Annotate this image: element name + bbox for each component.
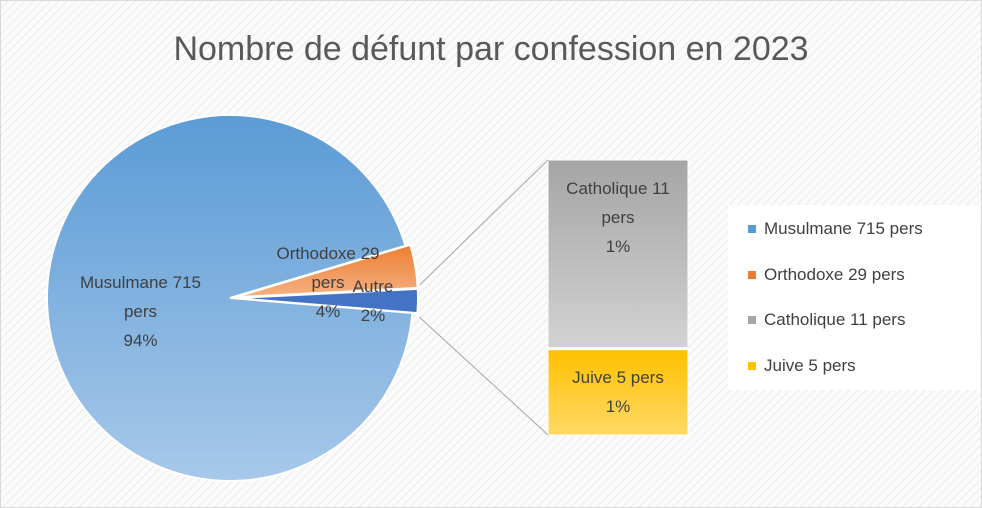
bar-segment xyxy=(547,349,689,436)
data-label-percent: 1% xyxy=(605,397,631,417)
data-label-percent: 1% xyxy=(605,237,631,256)
legend-item: Orthodoxe 29 pers xyxy=(748,265,905,285)
data-label-percent: 4% xyxy=(315,302,341,321)
data-label: Orthodoxe 29 pers 4% xyxy=(258,239,398,326)
connector xyxy=(419,316,549,436)
data-label: Juive 5 pers 1% xyxy=(548,363,688,421)
bar-segment xyxy=(547,159,689,349)
legend-item: Juive 5 pers xyxy=(748,356,856,376)
pie-slice xyxy=(46,114,414,482)
legend-label: Juive 5 pers xyxy=(764,355,856,375)
data-label-name: Juive 5 pers xyxy=(572,368,664,388)
data-label-percent: 2% xyxy=(360,306,386,325)
data-label-name: Autre xyxy=(352,277,394,296)
legend-swatch xyxy=(748,361,756,370)
legend-label: Catholique 11 pers xyxy=(764,310,906,329)
legend-label: Orthodoxe 29 pers xyxy=(764,264,905,284)
chart-title: Nombre de défunt par confession en 2023 xyxy=(173,30,809,68)
data-label: Autre 2% xyxy=(343,272,403,330)
legend: Musulmane 715 pers Orthodoxe 29 pers Catho… xyxy=(728,205,980,390)
legend-swatch xyxy=(748,316,756,324)
data-label: Musulmane 715 pers 94% xyxy=(63,268,218,355)
legend-swatch xyxy=(748,225,756,233)
data-label-name: Catholique 11 pers xyxy=(566,179,670,227)
data-label-percent: 94% xyxy=(123,331,158,350)
data-label: Catholique 11 pers 1% xyxy=(548,174,688,261)
connector xyxy=(419,159,549,286)
data-label-name: Musulmane 715 pers xyxy=(80,273,201,321)
legend-swatch xyxy=(748,270,756,279)
legend-label: Musulmane 715 pers xyxy=(764,219,923,238)
pie-slice xyxy=(234,287,419,315)
legend-item: Musulmane 715 pers xyxy=(748,219,923,239)
data-label-name: Orthodoxe 29 pers xyxy=(276,244,380,292)
legend-item: Catholique 11 pers xyxy=(748,310,905,330)
